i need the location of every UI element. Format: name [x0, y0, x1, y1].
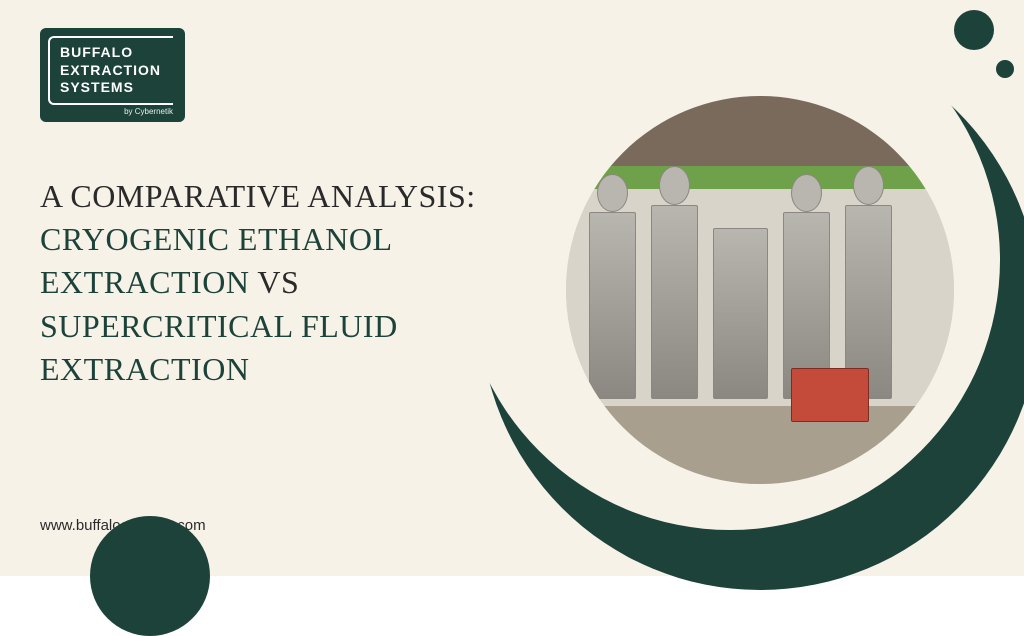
cart — [791, 368, 869, 422]
dot-top-right-small — [996, 60, 1014, 78]
slide-canvas: BUFFALO EXTRACTION SYSTEMS by Cybernetik… — [0, 0, 1024, 576]
heading-line-2: CRYOGENIC ETHANOL — [40, 218, 520, 261]
brand-logo-line1: BUFFALO — [60, 44, 161, 62]
top-1 — [597, 174, 628, 213]
dot-bottom-left — [90, 516, 210, 636]
brand-logo: BUFFALO EXTRACTION SYSTEMS by Cybernetik — [40, 28, 185, 122]
heading-line-5: EXTRACTION — [40, 348, 520, 391]
top-2 — [659, 166, 690, 205]
equipment-photo — [560, 90, 960, 490]
heading-line-1: A COMPARATIVE ANALYSIS: — [40, 175, 520, 218]
top-5 — [853, 166, 884, 205]
heading-line-3: EXTRACTION VS — [40, 261, 520, 304]
brand-logo-byline: by Cybernetik — [48, 107, 173, 116]
top-4 — [791, 174, 822, 213]
heading-1-text: A COMPARATIVE ANALYSIS: — [40, 178, 476, 214]
heading-2-text: CRYOGENIC ETHANOL — [40, 221, 392, 257]
heading-3-suffix: VS — [249, 264, 299, 300]
equipment-photo-inner — [566, 96, 954, 484]
heading-3-text: EXTRACTION — [40, 264, 249, 300]
brand-logo-line2: EXTRACTION — [60, 62, 161, 80]
slide-heading: A COMPARATIVE ANALYSIS: CRYOGENIC ETHANO… — [40, 175, 520, 391]
photo-floor — [566, 406, 954, 484]
brand-logo-box: BUFFALO EXTRACTION SYSTEMS — [48, 36, 173, 105]
photo-wall — [566, 96, 954, 166]
dot-top-right-large — [954, 10, 994, 50]
col-1 — [589, 212, 636, 398]
col-2 — [651, 205, 698, 399]
heading-line-4: SUPERCRITICAL FLUID — [40, 305, 520, 348]
heading-4-text: SUPERCRITICAL FLUID — [40, 308, 398, 344]
heading-5-text: EXTRACTION — [40, 351, 249, 387]
col-3 — [713, 228, 767, 399]
brand-logo-line3: SYSTEMS — [60, 79, 161, 97]
